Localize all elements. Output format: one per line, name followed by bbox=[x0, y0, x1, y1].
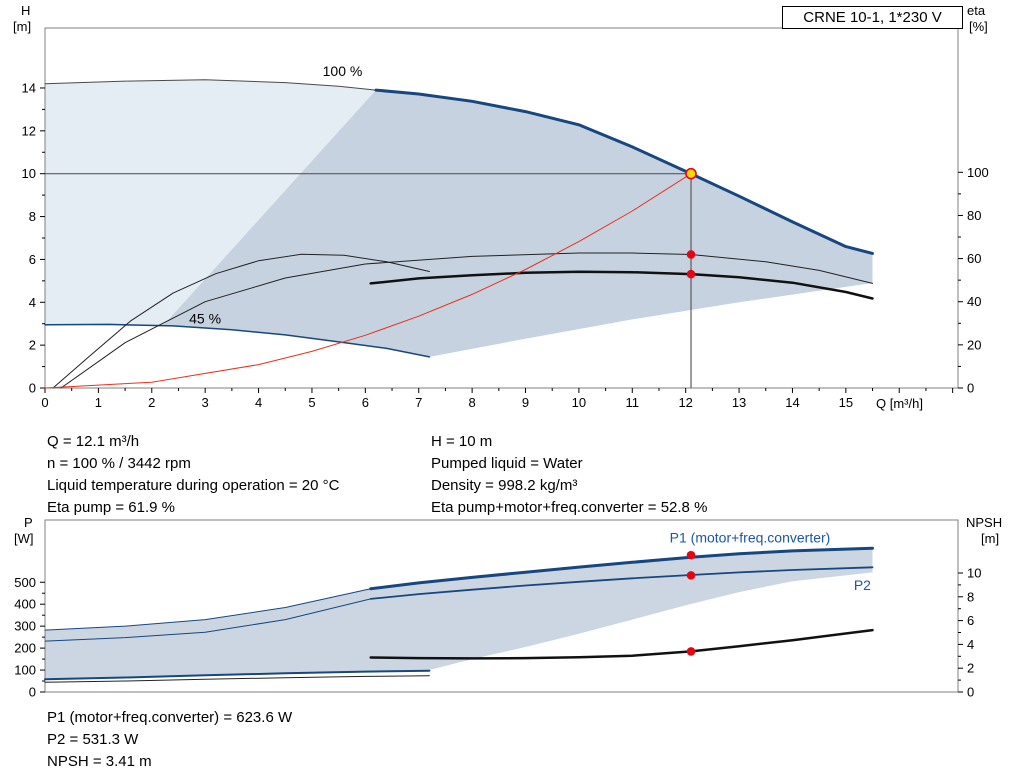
x-tick-label: 5 bbox=[308, 395, 315, 410]
h-axis-label: H bbox=[21, 3, 31, 18]
info-line-density: Density = 998.2 kg/m³ bbox=[431, 477, 578, 494]
power-info-block: P1 (motor+freq.converter) = 623.6 W P2 =… bbox=[47, 707, 292, 773]
eta-axis-label: eta bbox=[967, 3, 986, 18]
y-left-tick-label: 0 bbox=[29, 381, 36, 396]
y-right-tick-label: 2 bbox=[967, 661, 974, 676]
duty-info-left-column: Q = 12.1 m³/h n = 100 % / 3442 rpm Liqui… bbox=[47, 431, 339, 519]
info-line-eta-total: Eta pump+motor+freq.converter = 52.8 % bbox=[431, 499, 708, 516]
annotation-45-: 45 % bbox=[189, 311, 221, 327]
info-line-eta-pump: Eta pump = 61.9 % bbox=[47, 499, 175, 516]
info-line-temp: Liquid temperature during operation = 20… bbox=[47, 477, 340, 494]
info-line-n: n = 100 % / 3442 rpm bbox=[47, 455, 191, 472]
power-npsh-chart: 0 100 200 300 400 500 0 2 4 6 8 10 P1 (motor+freq.co… bbox=[14, 519, 981, 700]
p1-duty-marker bbox=[686, 550, 696, 560]
x-tick-label: 14 bbox=[785, 395, 799, 410]
y-right-tick-label: 8 bbox=[967, 589, 974, 604]
eta-total bbox=[369, 270, 874, 300]
y-left-tick-label: 2 bbox=[29, 338, 36, 353]
p-axis-unit: [W] bbox=[14, 531, 34, 546]
annotation-p1-motor-freq-converter-: P1 (motor+freq.converter) bbox=[670, 530, 831, 546]
h-axis-unit: [m] bbox=[13, 19, 32, 34]
power-envelope bbox=[45, 548, 873, 680]
x-tick-label: 10 bbox=[572, 395, 586, 410]
y-left-tick-label: 10 bbox=[22, 166, 36, 181]
info-line-npsh: NPSH = 3.41 m bbox=[47, 753, 152, 770]
y-left-tick-label: 4 bbox=[29, 295, 36, 310]
p2-curve bbox=[369, 566, 874, 600]
x-tick-label: 2 bbox=[148, 395, 155, 410]
y-right-tick-label: 80 bbox=[967, 208, 981, 223]
x-tick-label: 7 bbox=[415, 395, 422, 410]
y-right-tick-label: 4 bbox=[967, 637, 974, 652]
p2-duty-marker bbox=[686, 571, 696, 580]
y-right-tick-label: 20 bbox=[967, 337, 981, 352]
y-right-tick-label: 6 bbox=[967, 613, 974, 628]
annotation-p2: P2 bbox=[854, 577, 871, 593]
x-tick-label: 8 bbox=[469, 395, 476, 410]
y-left-tick-label: 200 bbox=[14, 641, 36, 656]
y-left-tick-label: 14 bbox=[22, 80, 36, 95]
p1-45pct bbox=[44, 669, 431, 681]
info-line-h: H = 10 m bbox=[431, 433, 493, 450]
q-axis-label: Q [m³/h] bbox=[876, 396, 923, 411]
y-left-tick-label: 500 bbox=[14, 575, 36, 590]
x-tick-label: 6 bbox=[362, 395, 369, 410]
y-right-tick-label: 0 bbox=[967, 685, 974, 700]
duty-point-marker bbox=[685, 167, 697, 180]
npsh-curve bbox=[369, 628, 874, 660]
p2-45pct bbox=[44, 675, 430, 683]
info-line-q: Q = 12.1 m³/h bbox=[47, 433, 140, 450]
info-line-liquid: Pumped liquid = Water bbox=[431, 455, 583, 472]
x-tick-label: 13 bbox=[732, 395, 746, 410]
x-tick-label: 15 bbox=[839, 395, 853, 410]
p1-curve bbox=[369, 546, 874, 591]
y-left-tick-label: 12 bbox=[22, 123, 36, 138]
operating-envelope bbox=[162, 90, 873, 357]
p1-low-range bbox=[44, 588, 372, 631]
eta-total-duty-marker bbox=[686, 269, 696, 279]
y-right-tick-label: 0 bbox=[967, 381, 974, 396]
y-right-tick-label: 60 bbox=[967, 251, 981, 266]
info-line-p2: P2 = 531.3 W bbox=[47, 731, 139, 748]
y-left-tick-label: 0 bbox=[29, 685, 36, 700]
npsh-duty-marker bbox=[686, 647, 696, 656]
npsh-axis-unit: [m] bbox=[981, 531, 1000, 546]
y-right-tick-label: 40 bbox=[967, 294, 981, 309]
x-tick-label: 1 bbox=[95, 395, 102, 410]
y-left-tick-label: 400 bbox=[14, 597, 36, 612]
p-axis-label: P bbox=[24, 515, 33, 530]
duty-info-right-column: H = 10 m Pumped liquid = Water Density =… bbox=[431, 431, 707, 519]
plot-frame bbox=[44, 519, 959, 693]
pump-model-title: CRNE 10-1, 1*230 V bbox=[782, 6, 963, 29]
eta-pump-100pct bbox=[60, 252, 873, 389]
npsh-axis-label: NPSH bbox=[966, 515, 1003, 530]
pump-curve-100pct bbox=[374, 88, 874, 255]
eta-pump-duty-marker bbox=[686, 250, 696, 259]
speed-range-light bbox=[45, 79, 376, 327]
y-left-tick-label: 8 bbox=[29, 209, 36, 224]
y-left-tick-label: 6 bbox=[29, 252, 36, 267]
x-tick-label: 3 bbox=[202, 395, 209, 410]
x-tick-label: 4 bbox=[255, 395, 262, 410]
y-right-tick-label: 10 bbox=[967, 566, 981, 581]
info-line-p1: P1 (motor+freq.converter) = 623.6 W bbox=[47, 709, 293, 726]
x-tick-label: 12 bbox=[678, 395, 692, 410]
y-right-tick-label: 100 bbox=[967, 165, 989, 180]
qh-chart: 0 1 2 3 4 5 6 7 8 9 10 11 12 13 14 15024681012140204060… bbox=[22, 27, 989, 410]
eta-pump-45pct bbox=[52, 253, 430, 389]
pump-curve-45pct bbox=[44, 323, 431, 358]
plot-frame bbox=[44, 27, 959, 389]
annotation-100-: 100 % bbox=[323, 63, 363, 79]
y-left-tick-label: 300 bbox=[14, 619, 36, 634]
affinity-parabola bbox=[44, 173, 692, 389]
x-tick-label: 0 bbox=[41, 395, 48, 410]
p2-low-range bbox=[44, 598, 372, 642]
max-speed-boundary bbox=[44, 79, 377, 91]
x-tick-label: 9 bbox=[522, 395, 529, 410]
x-tick-label: 11 bbox=[626, 395, 640, 410]
eta-axis-unit: [%] bbox=[969, 19, 988, 34]
y-left-tick-label: 100 bbox=[14, 663, 36, 678]
